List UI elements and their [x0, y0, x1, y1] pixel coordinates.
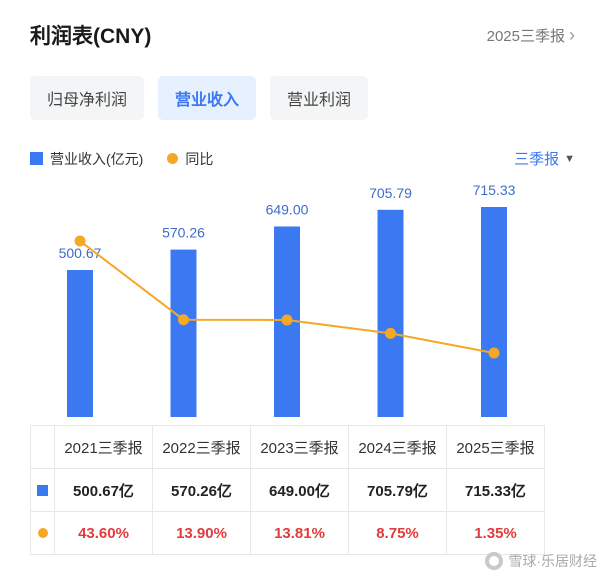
bar-value-label: 570.26: [162, 225, 205, 241]
yoy-point-2021三季报: [74, 235, 86, 247]
table-cell: 649.00亿: [250, 468, 349, 512]
table-cell: 1.35%: [446, 511, 545, 555]
watermark: 雪球·乐居财经: [485, 551, 597, 571]
table-cell: 13.81%: [250, 511, 349, 555]
page-title: 利润表(CNY): [30, 25, 152, 48]
bar-2024三季报[interactable]: [377, 209, 404, 417]
table-column-header: 2021三季报: [54, 425, 153, 469]
table-corner-cell: [30, 425, 55, 469]
report-period-label: 2025三季报: [486, 27, 565, 45]
tab-net-profit[interactable]: 归母净利润: [30, 76, 145, 120]
table-cell: 500.67亿: [54, 468, 153, 512]
bar-value-label: 705.79: [369, 185, 412, 201]
bar-value-label: 649.00: [266, 201, 309, 217]
report-period-link[interactable]: 2025三季报 ›: [487, 25, 575, 46]
table-cell: 13.90%: [152, 511, 251, 555]
bar-swatch-icon: [30, 152, 43, 165]
row-legend-cell: [30, 468, 55, 512]
metric-tabs: 归母净利润 营业收入 营业利润: [30, 76, 575, 120]
dot-swatch-icon: [37, 528, 48, 538]
header: 利润表(CNY) 2025三季报 ›: [0, 0, 605, 50]
period-dropdown[interactable]: 三季报 ▼: [514, 148, 575, 169]
table-cell: 43.60%: [54, 511, 153, 555]
yoy-point-2022三季报: [178, 314, 189, 326]
chevron-right-icon: ›: [569, 25, 575, 45]
bar-swatch-icon: [37, 484, 48, 496]
table-cell: 705.79亿: [348, 468, 447, 512]
chart-area: 500.67 570.26 649.00 705.79 715.33: [0, 171, 605, 423]
xueqiu-logo-icon: [485, 552, 504, 570]
table-cell: 8.75%: [348, 511, 447, 555]
bar-2022三季报[interactable]: [170, 249, 197, 417]
yoy-point-2024三季报: [385, 327, 396, 339]
yoy-point-2025三季报: [488, 347, 500, 359]
bar-2021三季报[interactable]: [67, 270, 93, 417]
legend-bar-label: 营业收入(亿元): [50, 150, 144, 167]
chevron-down-icon: ▼: [564, 152, 575, 165]
table-column-header: 2024三季报: [348, 425, 447, 469]
table-column-header: 2025三季报: [446, 425, 545, 469]
legend-item-revenue: 营业收入(亿元): [30, 149, 143, 169]
yoy-point-2023三季报: [281, 314, 293, 326]
table-column-header: 2023三季报: [250, 425, 349, 469]
table-header-row: 2021三季报 2022三季报 2023三季报 2024三季报 2025三季报: [30, 425, 545, 469]
watermark-text: 雪球·乐居财经: [508, 553, 597, 569]
table-column-header: 2022三季报: [152, 425, 251, 469]
data-table: 2021三季报 2022三季报 2023三季报 2024三季报 2025三季报 500.6…: [30, 425, 545, 555]
table-area: 2021三季报 2022三季报 2023三季报 2024三季报 2025三季报 500.6…: [30, 425, 575, 555]
table-cell: 715.33亿: [446, 468, 545, 512]
bar-value-label: 715.33: [473, 182, 516, 198]
tab-operating-revenue[interactable]: 营业收入: [158, 76, 257, 120]
table-cell: 570.26亿: [152, 468, 251, 512]
row-legend-cell: [30, 511, 55, 555]
table-row: 500.67亿 570.26亿 649.00亿 705.79亿 715.33亿: [30, 468, 545, 512]
bar-2025三季报[interactable]: [481, 207, 507, 417]
legend-line-label: 同比: [185, 150, 214, 167]
legend-row: 营业收入(亿元) 同比 三季报 ▼: [30, 148, 575, 169]
dot-swatch-icon: [167, 153, 179, 164]
period-dropdown-label: 三季报: [514, 151, 560, 168]
legend-item-yoy: 同比: [167, 149, 213, 169]
table-row: 43.60% 13.90% 13.81% 8.75% 1.35%: [30, 511, 545, 555]
tab-operating-profit[interactable]: 营业利润: [270, 76, 369, 120]
